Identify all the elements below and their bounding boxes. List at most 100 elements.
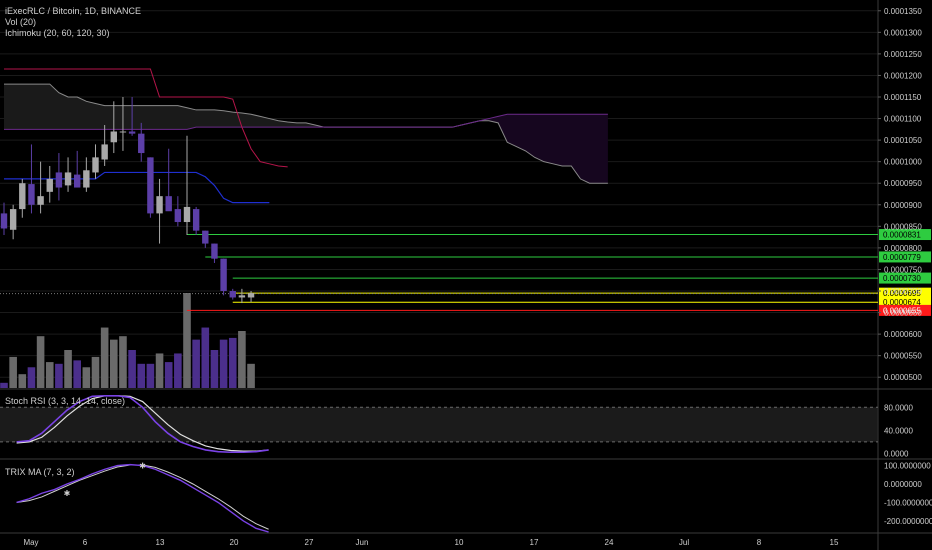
volume-bar <box>64 350 72 388</box>
candle-body <box>174 209 182 223</box>
candle-body <box>220 258 227 291</box>
y-tick-label: 0.0001000 <box>884 158 922 167</box>
candle-body <box>83 170 90 188</box>
volume-bar <box>146 363 155 388</box>
stoch-rsi-legend[interactable]: Stoch RSI (3, 3, 14, 14, close) <box>5 396 126 406</box>
y-tick-label: 0.0000900 <box>884 201 922 210</box>
stoch-rsi-d-line <box>16 395 269 452</box>
candle-body <box>138 133 145 154</box>
volume-bar <box>137 363 146 388</box>
price-level-tag <box>879 251 931 263</box>
volume-bar <box>55 363 63 388</box>
price-level-tag <box>879 304 931 316</box>
volume-bar <box>183 293 191 388</box>
ichimoku-senkou-a-line <box>4 83 608 184</box>
price-level-label: 0.0000779 <box>883 253 921 262</box>
x-tick-label: 10 <box>455 538 464 547</box>
candle-body <box>165 196 172 212</box>
candle-body <box>37 196 44 205</box>
y-tick-label: 0.0000600 <box>884 330 922 339</box>
trix-y-tick-label: -200.0000000 <box>884 517 932 526</box>
volume-bar <box>18 374 27 388</box>
candle-body <box>202 230 209 244</box>
volume-bar <box>91 356 100 388</box>
candle-body <box>238 295 246 298</box>
ichimoku-indicator-label[interactable]: Ichimoku (20, 60, 120, 30) <box>5 28 110 38</box>
volume-bar <box>100 327 109 388</box>
candle-body <box>55 172 63 188</box>
price-level-label: 0.0000730 <box>883 274 921 283</box>
price-level-tag <box>879 296 931 308</box>
x-tick-label: Jun <box>356 538 369 547</box>
candle-body <box>101 144 108 160</box>
y-tick-label: 0.0000500 <box>884 373 922 382</box>
x-tick-label: 17 <box>530 538 539 547</box>
price-level-label: 0.0000695 <box>883 289 921 298</box>
candle-body <box>156 196 163 214</box>
x-tick-label: 20 <box>230 538 239 547</box>
stoch-y-tick-label: 80.0000 <box>884 403 913 412</box>
y-tick-label: 0.0001350 <box>884 7 922 16</box>
volume-bar <box>27 367 36 388</box>
volume-bar <box>0 382 8 388</box>
y-tick-label: 0.0000750 <box>884 265 922 274</box>
candle-body <box>147 157 154 214</box>
trix-cross-marker: ✱ <box>64 489 71 498</box>
trix-legend[interactable]: TRIX MA (7, 3, 2) <box>5 467 75 477</box>
volume-indicator-label[interactable]: Vol (20) <box>5 17 37 27</box>
y-tick-label: 0.0001100 <box>884 115 922 124</box>
candle-body <box>46 178 53 192</box>
volume-bar <box>45 362 54 388</box>
price-level-label: 0.0000655 <box>883 306 921 315</box>
volume-bar <box>210 350 219 388</box>
candle-body <box>192 209 200 231</box>
price-level-label: 0.0000674 <box>883 298 921 307</box>
trix-cross-marker: ✱ <box>139 462 146 471</box>
x-tick-label: May <box>23 538 38 547</box>
ichimoku-senkou-b-line <box>4 68 288 168</box>
volume-bar <box>9 356 17 388</box>
candle-body <box>28 184 35 205</box>
candle-body <box>128 131 136 134</box>
price-level-tag <box>879 229 931 241</box>
volume-bar <box>238 331 246 388</box>
x-tick-label: Jul <box>679 538 689 547</box>
volume-bar <box>110 339 118 388</box>
y-tick-label: 0.0000850 <box>884 222 922 231</box>
volume-bar <box>247 363 255 388</box>
candle-body <box>119 131 127 133</box>
candle-body <box>0 213 8 229</box>
y-tick-label: 0.0000950 <box>884 179 922 188</box>
candle-body <box>19 183 26 210</box>
ichimoku-cloud-bearish <box>4 84 361 130</box>
candle-body <box>74 174 81 188</box>
volume-bar <box>219 339 228 388</box>
candle-body <box>247 293 255 298</box>
candle-body <box>9 209 17 230</box>
price-level-tag <box>879 287 931 299</box>
candle-body <box>92 157 99 173</box>
y-tick-label: 0.0001200 <box>884 71 922 80</box>
volume-bar <box>201 327 210 388</box>
x-tick-label: 27 <box>305 538 314 547</box>
chart-legend: iExecRLC / Bitcoin, 1D, BINANCE Vol (20)… <box>5 6 141 39</box>
y-tick-label: 0.0000550 <box>884 352 922 361</box>
candle-body <box>211 243 218 259</box>
x-tick-label: 13 <box>156 538 165 547</box>
trix-line <box>16 463 269 533</box>
x-tick-label: 24 <box>605 538 614 547</box>
volume-bar <box>73 360 81 388</box>
stoch-band <box>0 407 878 442</box>
symbol-title[interactable]: iExecRLC / Bitcoin, 1D, BINANCE <box>5 6 142 16</box>
stoch-y-tick-label: 40.0000 <box>884 426 913 435</box>
trix-y-tick-label: 0.0000000 <box>884 480 922 489</box>
x-tick-label: 8 <box>757 538 762 547</box>
volume-bar <box>155 353 164 388</box>
y-tick-label: 0.0001300 <box>884 28 922 37</box>
price-level-tag <box>879 272 931 284</box>
trix-y-tick-label: 100.0000000 <box>884 462 931 471</box>
y-tick-label: 0.0000700 <box>884 287 922 296</box>
candle-body <box>229 291 236 298</box>
